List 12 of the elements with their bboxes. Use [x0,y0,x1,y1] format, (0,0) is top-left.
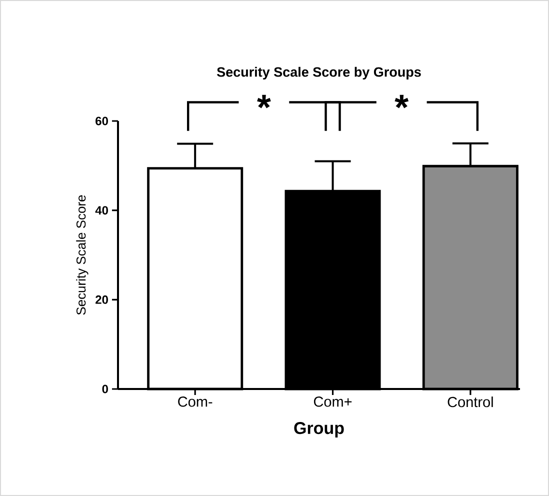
y-tick-label: 60 [96,116,108,126]
chart-title: Security Scale Score by Groups [216,66,421,80]
y-tick-label: 0 [102,384,108,394]
x-tick-label: Control [448,396,493,408]
y-axis-title: Security Scale Score [76,195,88,315]
x-tick-label: Com- [178,396,212,407]
x-axis-title: Group [294,422,344,438]
text: * [257,94,271,108]
text: * [394,94,409,108]
y-tick-label: 40 [95,206,108,215]
x-tick-label: Com+ [314,396,352,407]
y-tick-label: 20 [96,295,108,304]
